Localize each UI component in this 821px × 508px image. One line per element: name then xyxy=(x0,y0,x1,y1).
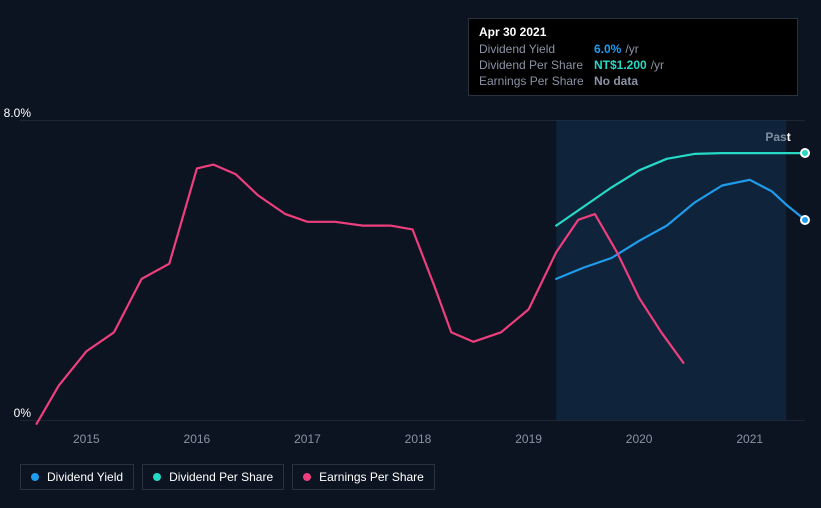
legend-label: Earnings Per Share xyxy=(319,470,424,484)
legend-dot xyxy=(31,473,39,481)
legend-item-dividend-yield[interactable]: Dividend Yield xyxy=(20,464,134,490)
series-marker-dividend_yield xyxy=(800,215,810,225)
chart-tooltip: Apr 30 2021 Dividend Yield6.0%/yrDividen… xyxy=(468,18,798,96)
x-tick-label: 2017 xyxy=(294,432,321,446)
legend-label: Dividend Per Share xyxy=(169,470,273,484)
x-tick-label: 2021 xyxy=(736,432,763,446)
x-tick-label: 2015 xyxy=(73,432,100,446)
tooltip-row: Earnings Per ShareNo data xyxy=(479,73,787,89)
legend-item-earnings-per-share[interactable]: Earnings Per Share xyxy=(292,464,435,490)
x-tick-label: 2016 xyxy=(184,432,211,446)
x-tick-label: 2020 xyxy=(626,432,653,446)
tooltip-row: Dividend Yield6.0%/yr xyxy=(479,41,787,57)
legend-label: Dividend Yield xyxy=(47,470,123,484)
tooltip-suffix: /yr xyxy=(625,42,638,56)
tooltip-key: Dividend Per Share xyxy=(479,58,594,72)
legend-dot xyxy=(303,473,311,481)
tooltip-value: No data xyxy=(594,74,638,88)
chart-plot xyxy=(20,105,805,425)
legend-item-dividend-per-share[interactable]: Dividend Per Share xyxy=(142,464,284,490)
tooltip-key: Dividend Yield xyxy=(479,42,594,56)
x-tick-label: 2018 xyxy=(405,432,432,446)
tooltip-date: Apr 30 2021 xyxy=(479,25,787,39)
tooltip-key: Earnings Per Share xyxy=(479,74,594,88)
tooltip-suffix: /yr xyxy=(651,58,664,72)
tooltip-value: 6.0%/yr xyxy=(594,42,639,56)
tooltip-value: NT$1.200/yr xyxy=(594,58,664,72)
chart-legend: Dividend Yield Dividend Per Share Earnings… xyxy=(20,464,435,490)
x-tick-label: 2019 xyxy=(515,432,542,446)
series-marker-dividend_per_share xyxy=(800,148,810,158)
tooltip-row: Dividend Per ShareNT$1.200/yr xyxy=(479,57,787,73)
legend-dot xyxy=(153,473,161,481)
